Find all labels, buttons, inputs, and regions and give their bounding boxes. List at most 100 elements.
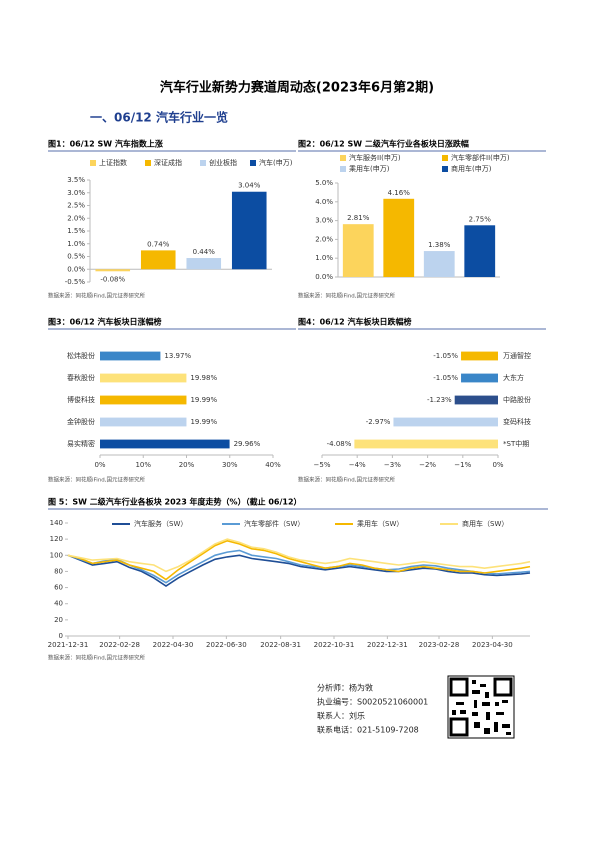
source-note: 数据来源：同花顺iFind,国元证券研究所 bbox=[48, 476, 146, 484]
category-label: 博俊科技 bbox=[67, 395, 95, 404]
y-tick-label: 40 bbox=[54, 600, 63, 608]
value-label: 19.99% bbox=[190, 418, 217, 426]
series-line bbox=[67, 539, 531, 581]
value-label: 1.38% bbox=[428, 241, 451, 249]
source-note: 数据来源：同花顺iFind,国元证券研究所 bbox=[298, 476, 396, 484]
value-label: 29.96% bbox=[234, 440, 261, 448]
bar bbox=[100, 395, 187, 405]
value-label: -2.97% bbox=[366, 418, 391, 426]
legend-label: 汽车服务II(申万) bbox=[349, 153, 401, 162]
y-tick-label: 3.5% bbox=[67, 176, 85, 184]
source-note: 数据来源：同花顺iFind,国元证券研究所 bbox=[48, 292, 146, 300]
x-tick-label: 30% bbox=[222, 461, 238, 469]
y-tick-label: 100 bbox=[50, 551, 63, 559]
page-title: 汽车行业新势力赛道周动态(2023年6月第2期) bbox=[160, 80, 434, 96]
source-note: 数据来源：同花顺iFind,国元证券研究所 bbox=[48, 654, 146, 662]
legend-label: 上证指数 bbox=[99, 158, 127, 167]
bar bbox=[231, 191, 267, 270]
y-tick-label: 1.5% bbox=[67, 227, 85, 235]
y-tick-label: 20 bbox=[54, 616, 63, 624]
legend-label: 商用车（SW） bbox=[462, 519, 508, 528]
bar bbox=[100, 351, 161, 361]
bar bbox=[383, 198, 415, 277]
bar bbox=[464, 225, 496, 277]
y-tick-label: 3.0% bbox=[67, 189, 85, 197]
value-label: 13.97% bbox=[164, 352, 191, 360]
bar bbox=[140, 250, 176, 270]
legend-swatch bbox=[200, 160, 206, 166]
x-tick-label: 0% bbox=[492, 461, 503, 469]
series-line bbox=[67, 538, 531, 573]
bar bbox=[461, 373, 498, 383]
x-tick-label: −1% bbox=[454, 461, 471, 469]
value-label: 4.16% bbox=[388, 189, 411, 197]
x-tick-label: 0% bbox=[94, 461, 105, 469]
bar bbox=[100, 417, 187, 427]
x-tick-label: 2022-02-28 bbox=[99, 641, 140, 649]
chart-title: 图2：06/12 SW 二级汽车行业各板块日涨跌幅 bbox=[298, 139, 469, 149]
value-label: 19.99% bbox=[190, 396, 217, 404]
value-label: 0.44% bbox=[193, 248, 216, 256]
value-label: 0.74% bbox=[147, 240, 170, 248]
chart-title: 图1：06/12 SW 汽车指数上涨 bbox=[48, 139, 163, 149]
series-line bbox=[67, 549, 531, 584]
category-label: 易实精密 bbox=[67, 439, 95, 448]
analyst-line: 联系电话：021-5109-7208 bbox=[317, 725, 419, 735]
y-tick-label: 3.0% bbox=[315, 217, 333, 225]
y-tick-label: 0.0% bbox=[315, 273, 333, 281]
legend-label: 汽车零部件II(申万) bbox=[451, 153, 510, 162]
chart-title: 图 5：SW 二级汽车行业各板块 2023 年度走势（%）（截止 06/12） bbox=[48, 497, 302, 507]
x-tick-label: 2023-02-28 bbox=[419, 641, 460, 649]
category-label: *ST中期 bbox=[503, 439, 529, 448]
bar bbox=[95, 269, 131, 272]
category-label: 大东方 bbox=[503, 373, 524, 382]
y-tick-label: 80 bbox=[54, 567, 63, 575]
legend-label: 乘用车(申万) bbox=[349, 164, 390, 173]
value-label: -1.23% bbox=[427, 396, 452, 404]
legend-swatch bbox=[442, 166, 448, 172]
bar bbox=[354, 439, 498, 449]
x-tick-label: −3% bbox=[384, 461, 401, 469]
bar bbox=[186, 258, 222, 270]
bar bbox=[393, 417, 498, 427]
source-note: 数据来源：同花顺iFind,国元证券研究所 bbox=[298, 292, 396, 300]
value-label: 19.98% bbox=[190, 374, 217, 382]
legend-label: 创业板指 bbox=[209, 158, 237, 167]
value-label: -4.08% bbox=[327, 440, 352, 448]
value-label: 2.81% bbox=[347, 214, 370, 222]
bar bbox=[342, 224, 374, 277]
y-tick-label: 0.0% bbox=[67, 265, 85, 273]
chart-title: 图4：06/12 汽车板块日跌幅榜 bbox=[298, 317, 412, 327]
y-tick-label: 2.5% bbox=[67, 202, 85, 210]
legend-label: 乘用车（SW） bbox=[357, 519, 403, 528]
category-label: 春秋股份 bbox=[67, 373, 95, 382]
x-tick-label: −2% bbox=[419, 461, 436, 469]
bar bbox=[100, 439, 230, 449]
y-tick-label: 2.0% bbox=[315, 235, 333, 243]
x-tick-label: 2023-04-30 bbox=[472, 641, 513, 649]
legend-label: 深证成指 bbox=[154, 158, 182, 167]
y-tick-label: 1.0% bbox=[67, 240, 85, 248]
y-tick-label: 1.0% bbox=[315, 254, 333, 262]
category-label: 中路股份 bbox=[503, 395, 531, 404]
category-label: 万通智控 bbox=[503, 351, 531, 360]
legend-swatch bbox=[340, 166, 346, 172]
y-tick-label: 140 bbox=[50, 519, 63, 527]
analyst-line: 分析师：杨为敩 bbox=[317, 683, 373, 693]
value-label: 2.75% bbox=[469, 215, 492, 223]
bar bbox=[100, 373, 187, 383]
x-tick-label: 2022-10-31 bbox=[314, 641, 355, 649]
legend-label: 商用车(申万) bbox=[451, 164, 492, 173]
x-tick-label: 40% bbox=[265, 461, 281, 469]
legend-label: 汽车零部件（SW） bbox=[244, 519, 304, 528]
bar bbox=[454, 395, 498, 405]
qr-code bbox=[447, 675, 515, 739]
x-tick-label: 2022-04-30 bbox=[153, 641, 194, 649]
x-tick-label: 2021-12-31 bbox=[48, 641, 89, 649]
x-tick-label: 2022-12-31 bbox=[367, 641, 408, 649]
legend-swatch bbox=[340, 155, 346, 161]
bar bbox=[461, 351, 498, 361]
legend-label: 汽车服务（SW） bbox=[134, 519, 187, 528]
category-label: 松炜股份 bbox=[67, 351, 95, 360]
